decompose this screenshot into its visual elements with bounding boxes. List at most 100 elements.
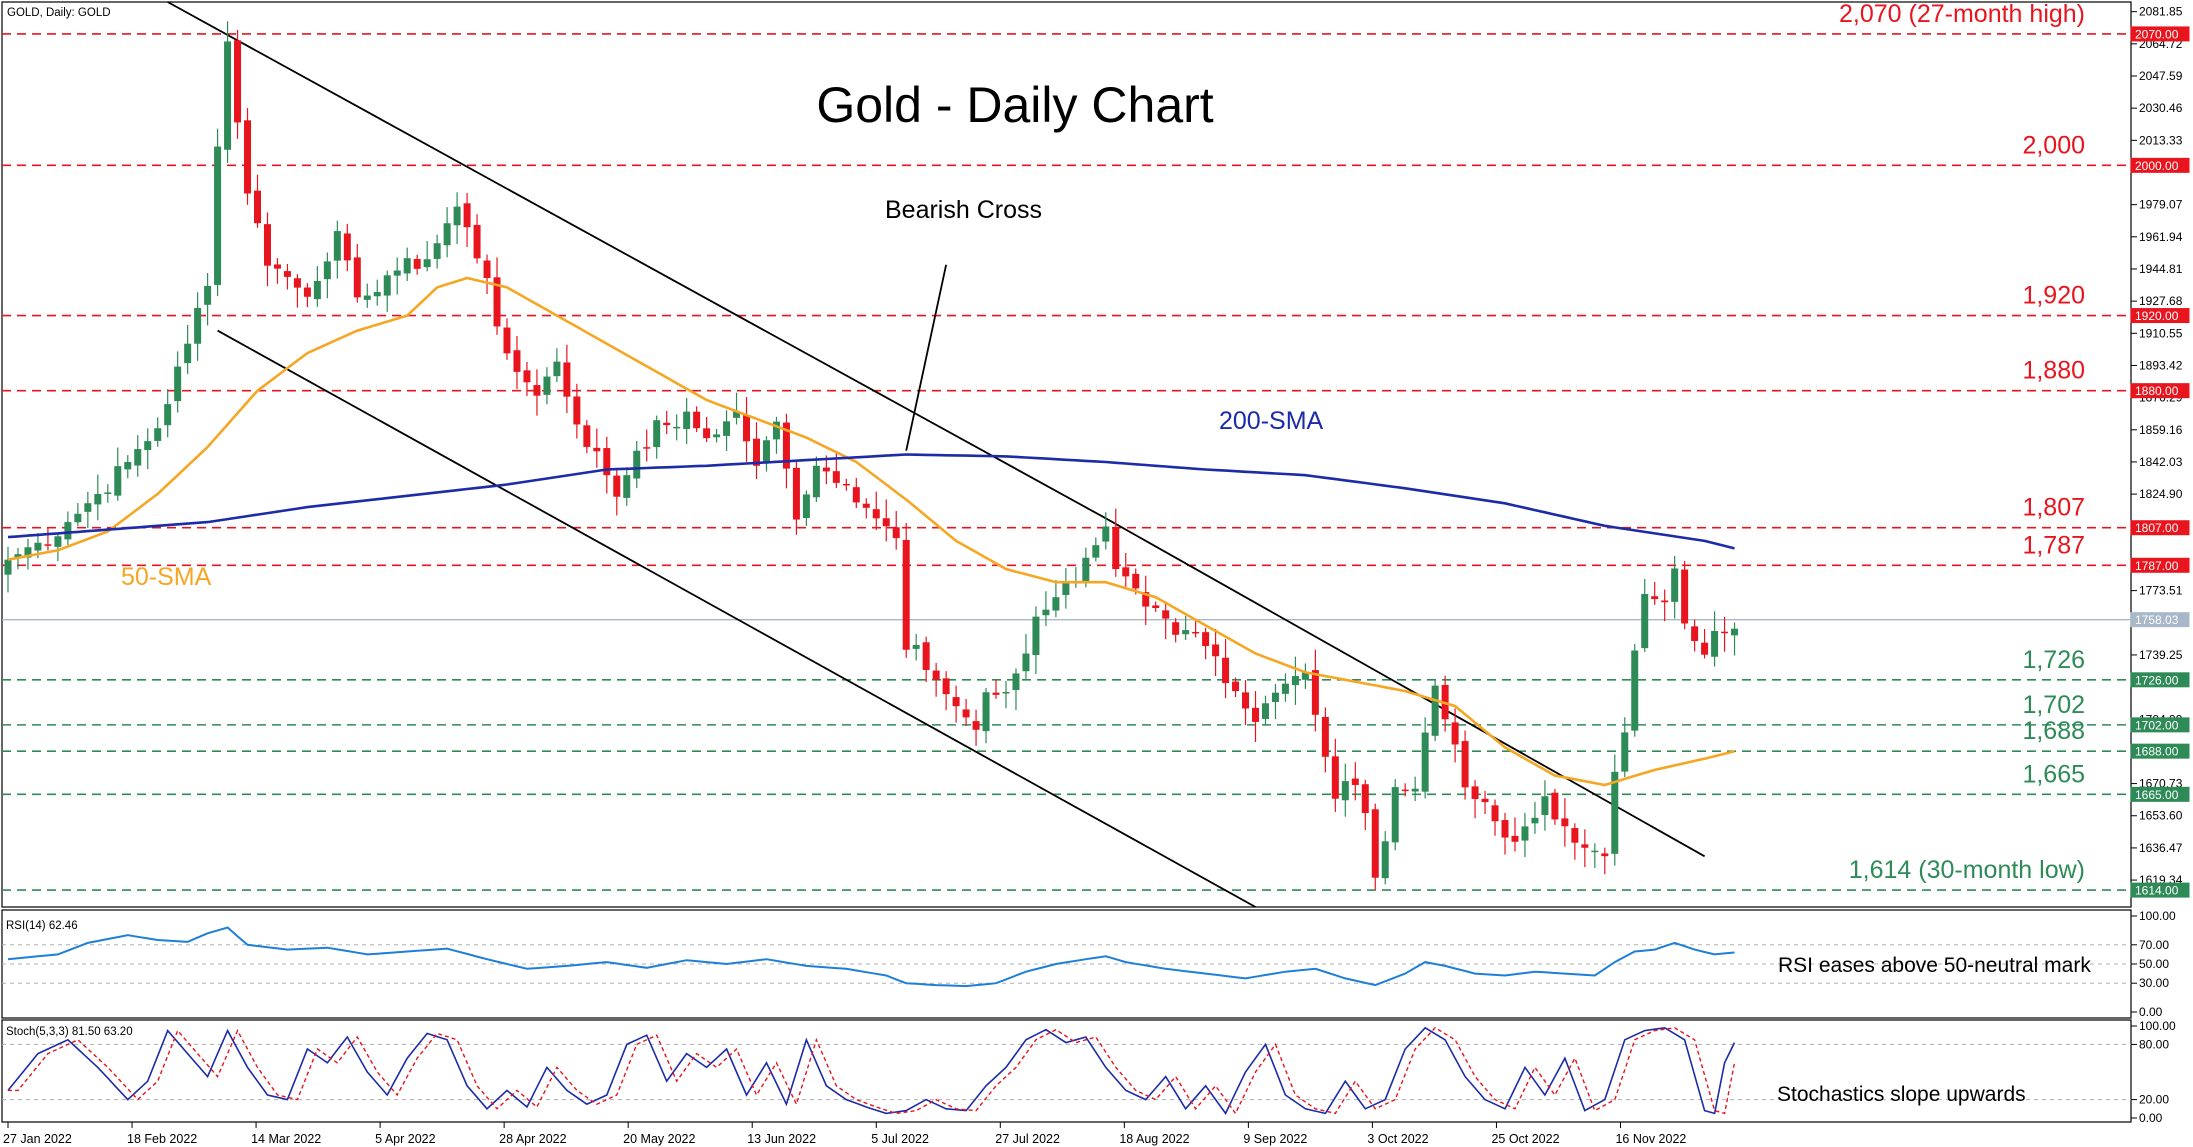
trendline-channel-upper-ext xyxy=(1105,517,1706,858)
candle-31 xyxy=(313,266,321,307)
symbol-header: GOLD, Daily: GOLD xyxy=(7,7,111,19)
candle-100 xyxy=(1002,681,1010,709)
candle-22 xyxy=(224,21,232,163)
svg-text:2070.00: 2070.00 xyxy=(2135,27,2179,41)
candle-165 xyxy=(1651,582,1659,605)
candle-57 xyxy=(573,383,581,439)
trendline-channel-lower xyxy=(217,329,1256,908)
candle-54 xyxy=(543,367,551,405)
price-tick-label: 1961.94 xyxy=(2139,230,2183,244)
candle-69 xyxy=(693,406,701,432)
candle-170 xyxy=(1701,628,1709,659)
candle-56 xyxy=(563,344,571,413)
candle-169 xyxy=(1691,619,1699,652)
candle-63 xyxy=(633,441,641,489)
svg-text:1758.03: 1758.03 xyxy=(2135,613,2179,627)
candle-78 xyxy=(782,413,790,489)
candle-161 xyxy=(1611,754,1619,866)
candle-142 xyxy=(1421,717,1429,799)
time-axis: 27 Jan 2022 18 Feb 2022 14 Mar 2022 5 Apr 2… xyxy=(3,1122,1686,1146)
candle-136 xyxy=(1361,779,1369,831)
candle-152 xyxy=(1521,812,1529,858)
price-tag-1880: 1880.00 xyxy=(2130,383,2190,399)
candle-159 xyxy=(1591,843,1599,869)
candle-91 xyxy=(912,633,920,661)
level-label-1726: 1,726 xyxy=(2022,646,2085,674)
candle-97 xyxy=(972,709,980,746)
candle-41 xyxy=(413,254,421,275)
svg-text:1702.00: 1702.00 xyxy=(2135,718,2179,732)
time-tick-label: 5 Apr 2022 xyxy=(375,1132,436,1146)
candle-130 xyxy=(1301,663,1309,689)
price-tick-label: 1910.55 xyxy=(2139,326,2183,340)
candle-45 xyxy=(453,192,461,245)
candle-32 xyxy=(323,252,331,299)
candle-160 xyxy=(1601,847,1609,875)
candle-24 xyxy=(244,108,252,205)
main-price-panel xyxy=(1,1,2132,908)
sma200-label: 200-SMA xyxy=(1219,407,1324,435)
candle-95 xyxy=(952,685,960,723)
candle-68 xyxy=(683,397,691,444)
sma50-line xyxy=(7,276,1735,787)
svg-text:1614.00: 1614.00 xyxy=(2135,884,2179,898)
indicator-tick-label: 20.00 xyxy=(2139,1093,2169,1107)
candle-49 xyxy=(493,257,501,335)
candle-157 xyxy=(1571,823,1579,860)
price-tick-label: 1944.81 xyxy=(2139,262,2183,276)
time-tick-label: 14 Mar 2022 xyxy=(251,1132,321,1146)
time-tick-label: 9 Sep 2022 xyxy=(1243,1132,1307,1146)
candle-171 xyxy=(1711,611,1719,667)
level-label-1880: 1,880 xyxy=(2022,357,2085,385)
candle-2 xyxy=(24,538,32,570)
time-tick-label: 18 Feb 2022 xyxy=(127,1132,197,1146)
candle-23 xyxy=(234,29,242,139)
candle-148 xyxy=(1481,790,1489,815)
candle-26 xyxy=(263,212,271,287)
indicator-tick-label: 30.00 xyxy=(2139,976,2169,990)
candle-127 xyxy=(1271,683,1279,720)
bearish-cross-label: Bearish Cross xyxy=(885,196,1042,224)
candle-133 xyxy=(1331,738,1339,812)
stochastics-indicator: 100.00 80.00 20.00 0.00 xyxy=(2,1019,2176,1125)
level-label-2070: 2,070 (27-month high) xyxy=(1839,0,2085,28)
candle-6 xyxy=(64,511,72,545)
price-tag-1665: 1665.00 xyxy=(2130,786,2190,802)
candle-11 xyxy=(114,447,122,501)
time-tick-label: 13 Jun 2022 xyxy=(747,1132,816,1146)
candle-76 xyxy=(762,436,770,472)
price-tick-label: 1893.42 xyxy=(2139,358,2183,372)
candle-139 xyxy=(1391,779,1399,851)
candle-80 xyxy=(802,490,810,526)
price-tag-2000: 2000.00 xyxy=(2130,157,2190,173)
candle-29 xyxy=(293,274,301,308)
candle-122 xyxy=(1222,639,1230,699)
indicator-tick-label: 100.00 xyxy=(2139,909,2176,923)
candle-140 xyxy=(1401,783,1409,797)
indicator-tick-label: 0.00 xyxy=(2139,1111,2163,1125)
candle-167 xyxy=(1671,555,1679,619)
candle-14 xyxy=(144,428,152,470)
candle-64 xyxy=(643,429,651,462)
candle-73 xyxy=(733,392,741,425)
candle-102 xyxy=(1022,634,1030,679)
sma200-line xyxy=(7,453,1735,550)
chart-title: Gold - Daily Chart xyxy=(816,77,1213,133)
candle-109 xyxy=(1092,537,1100,562)
candle-115 xyxy=(1152,601,1160,613)
candle-90 xyxy=(902,523,910,658)
stoch-d-line xyxy=(8,1026,1736,1115)
candle-172 xyxy=(1721,616,1729,652)
candle-61 xyxy=(613,470,621,516)
candle-118 xyxy=(1182,616,1190,641)
candle-124 xyxy=(1242,680,1250,726)
candle-20 xyxy=(204,272,212,326)
candle-125 xyxy=(1252,691,1259,743)
candle-15 xyxy=(154,417,162,447)
price-tag-current: 1758.03 xyxy=(2130,612,2190,628)
price-tick-label: 1636.47 xyxy=(2139,841,2183,855)
candle-13 xyxy=(134,435,142,477)
candle-110 xyxy=(1102,512,1110,550)
time-tick-label: 20 May 2022 xyxy=(623,1132,695,1146)
level-label-1688: 1,688 xyxy=(2022,717,2085,745)
